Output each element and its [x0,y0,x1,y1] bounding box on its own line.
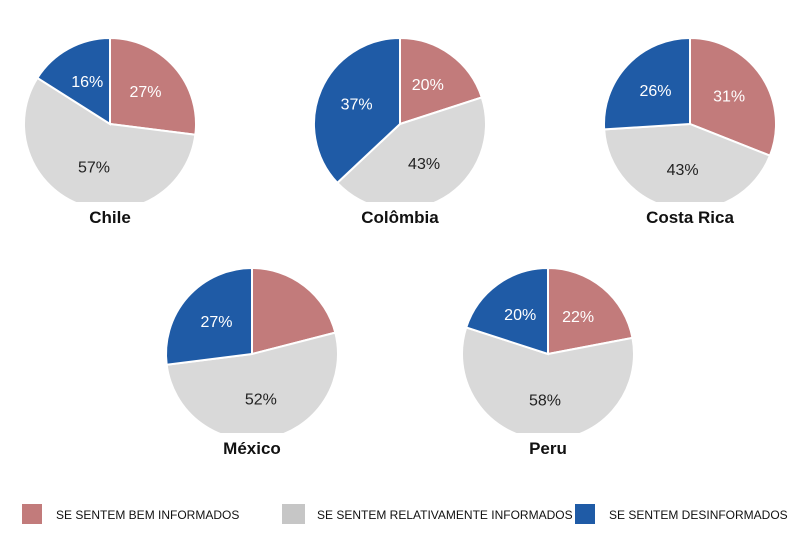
legend-item: SE SENTEM BEM INFORMADOS [22,504,239,524]
legend: SE SENTEM BEM INFORMADOS SE SENTEM RELATI… [22,504,788,524]
slice-label: 22% [562,309,594,326]
pie-costa-rica: 31% 43% 26% Costa Rica [590,36,790,242]
slice-label: 20% [504,307,536,324]
pie-slice [251,266,337,356]
pie-title: Costa Rica [646,208,734,227]
slice-label: 43% [408,156,440,173]
slice-label: 31% [713,89,745,106]
slice-label: 58% [529,392,561,409]
slice-label: 43% [667,162,699,179]
title-background [448,433,648,473]
slice-label: 20% [412,77,444,94]
title-background [300,202,500,242]
slice-label: 27% [201,314,233,331]
slice-label: 16% [71,74,103,91]
legend-label: SE SENTEM RELATIVAMENTE INFORMADOS [317,508,573,522]
slice-label: 52% [245,392,277,409]
legend-swatch [575,504,595,524]
pie-slice [109,36,197,136]
pie-peru: 22% 58% 20% Peru [448,266,648,473]
slice-label: 27% [129,84,161,101]
pie-title: Chile [89,208,131,227]
legend-swatch [282,504,305,524]
pie-slice [689,36,777,157]
legend-swatch [22,504,42,524]
pie-slice [464,266,549,356]
pie-slice [547,266,634,356]
slice-label: 37% [341,96,373,113]
legend-label: SE SENTEM BEM INFORMADOS [56,508,239,522]
pie-méxico: 52% 27% México [152,266,352,473]
title-background [152,433,352,473]
pie-slice [399,36,484,126]
pie-title: Peru [529,439,567,458]
legend-item: SE SENTEM RELATIVAMENTE INFORMADOS [282,504,573,524]
pie-slice [165,266,253,366]
slice-label: 57% [78,160,110,177]
legend-label: SE SENTEM DESINFORMADOS [609,508,788,522]
pie-colômbia: 20% 43% 37% Colômbia [300,36,500,242]
pie-slice [603,36,691,131]
title-background [590,202,790,242]
pie-slice [36,36,111,126]
slice-label: 26% [640,83,672,100]
pie-title: México [223,439,281,458]
title-background [10,202,210,242]
pie-slice [313,36,401,185]
legend-item: SE SENTEM DESINFORMADOS [575,504,788,524]
pie-slice [335,96,487,211]
pie-title: Colômbia [361,208,439,227]
pie-chile: 27% 57% 16% Chile [10,36,210,242]
